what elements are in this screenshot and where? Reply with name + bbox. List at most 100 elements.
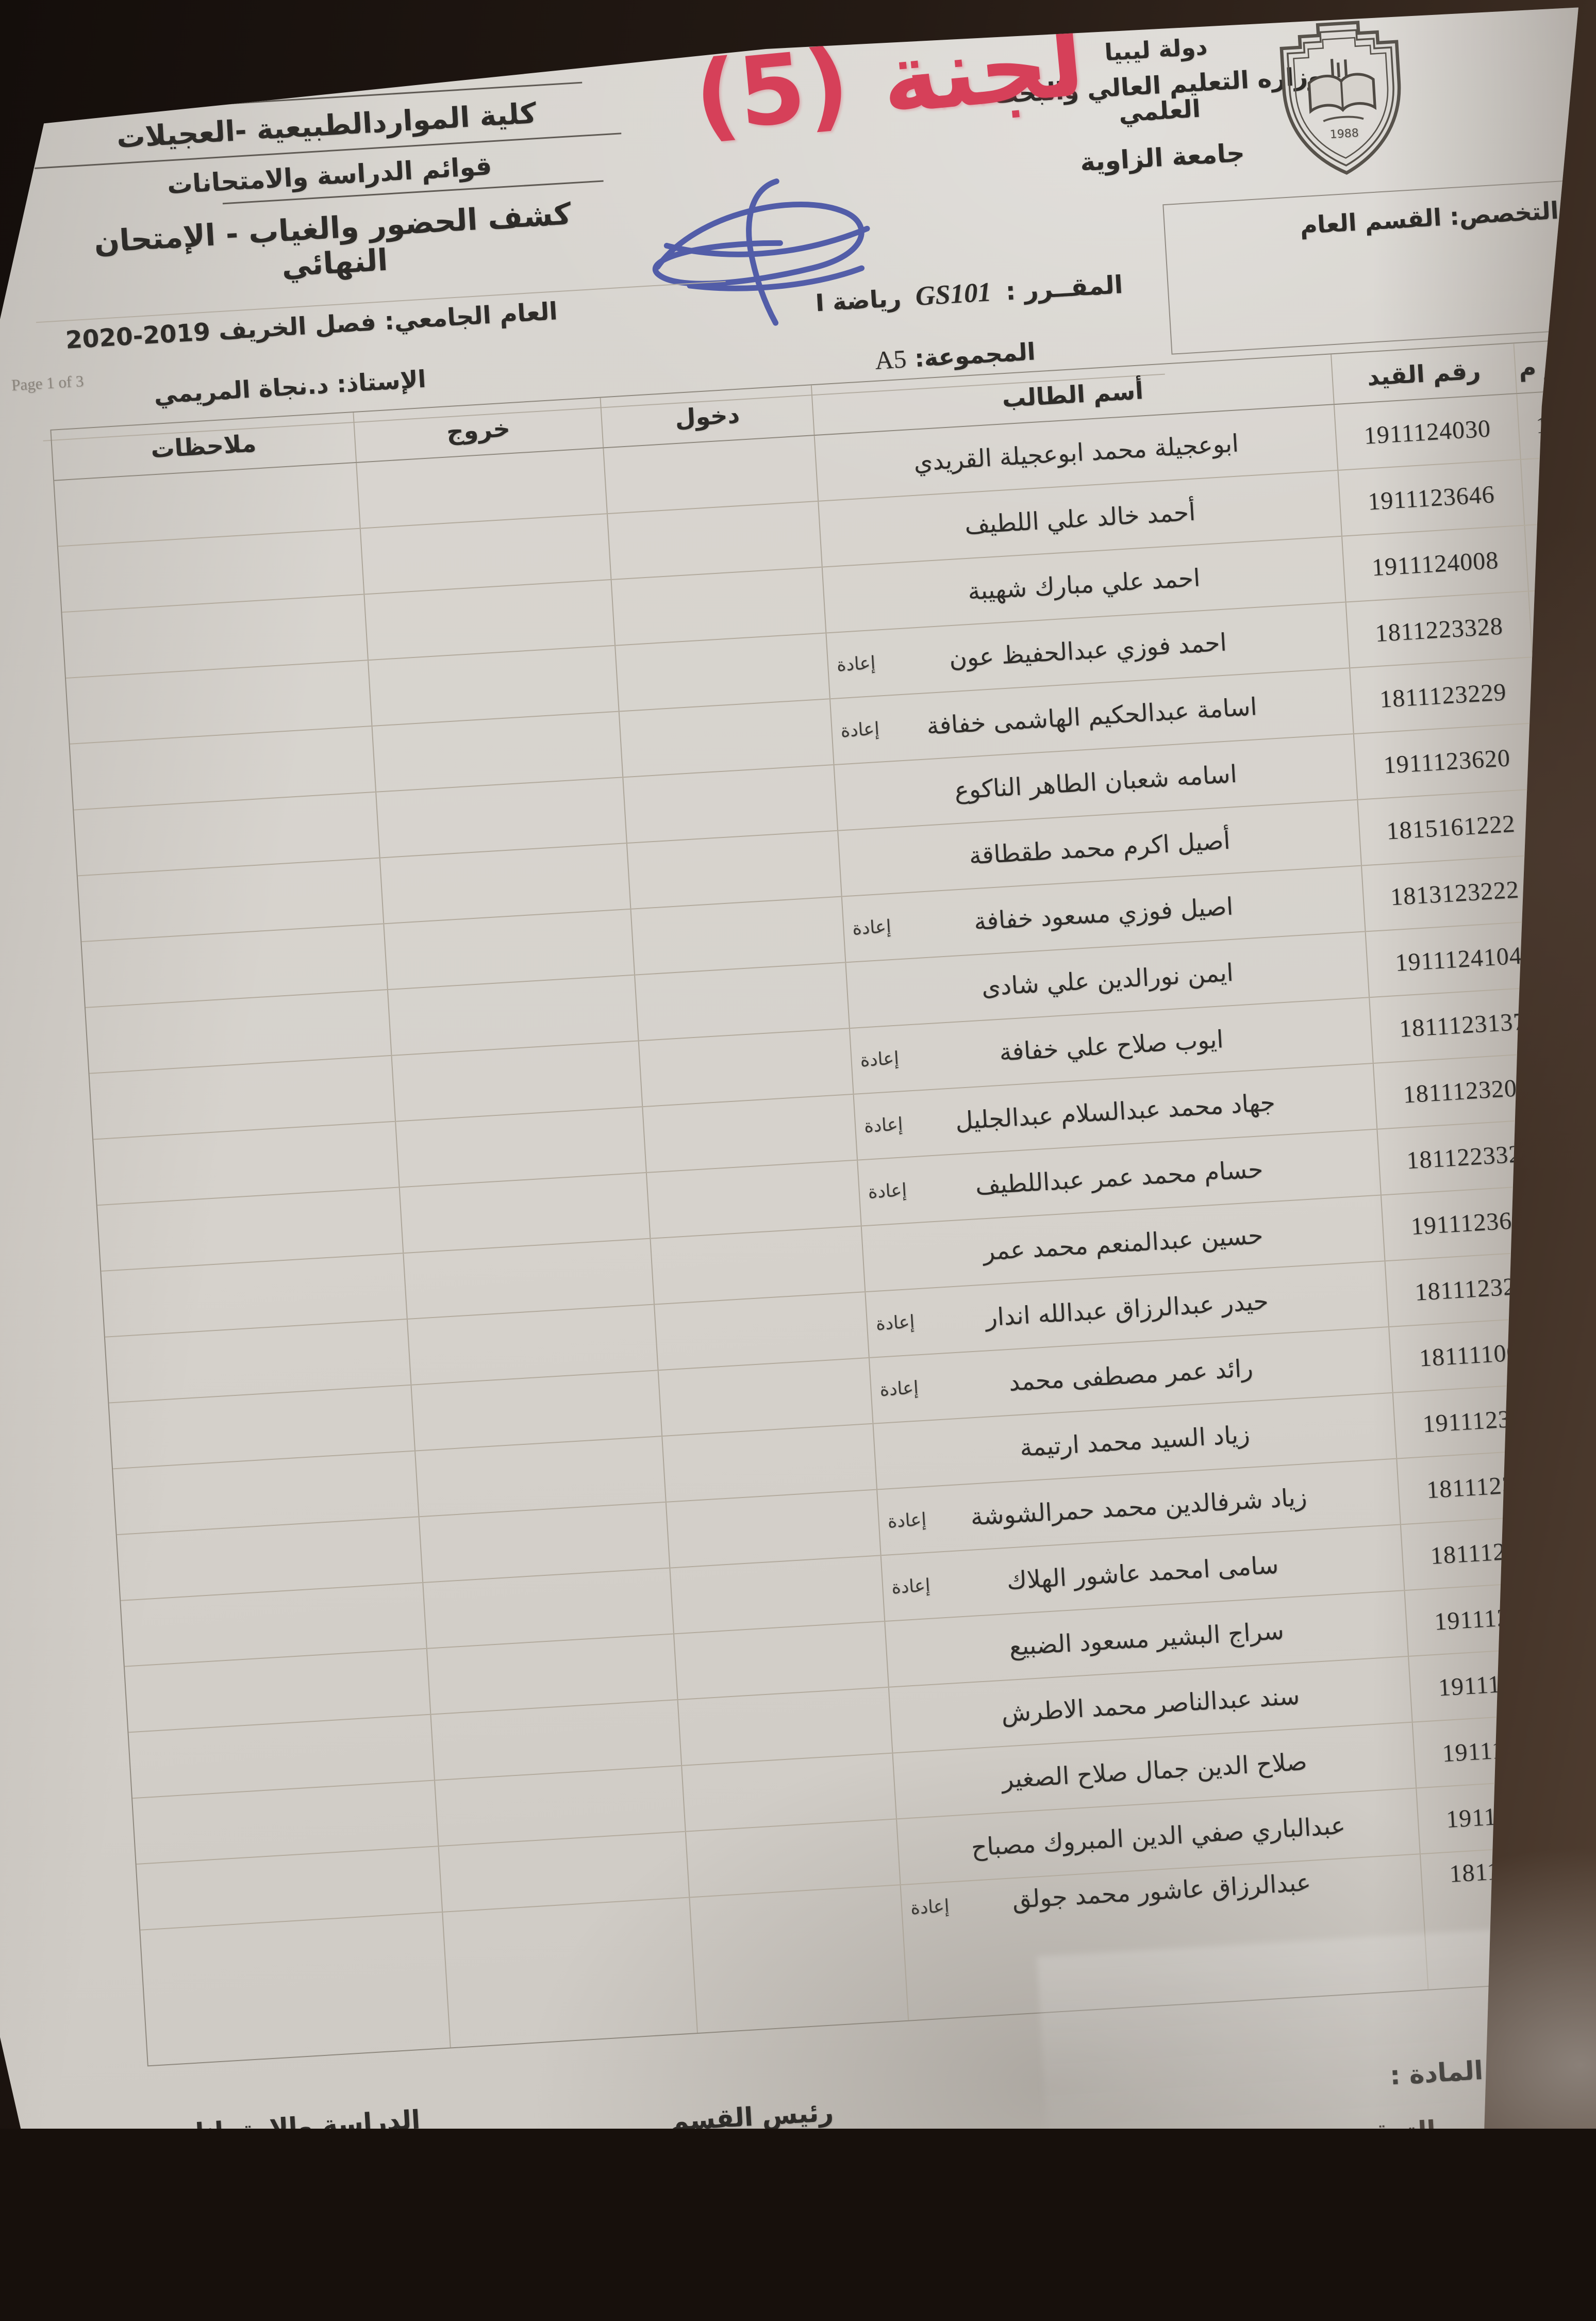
entry-cell [626,831,841,909]
entry-cell [638,1029,853,1107]
registration-number: 1911124103 [1411,1711,1578,1788]
entry-cell [610,567,826,645]
registration-number: 1911123620 [1353,723,1540,799]
page-indicator: Page 1 of 3 [11,372,85,394]
attendance-table: ر م رقم القيد أسم الطالب دخول خروج ملاحظ… [50,339,1596,2067]
repeat-badge: إعادة [863,1114,904,1137]
photo-of-document: { "page": { "label": "Page 1 of 3" }, "l… [0,0,1596,2129]
student-name: سامى امحمد عاشور الهلاك [1006,1551,1279,1595]
registration-number: 1811123209 [1372,1052,1559,1129]
student-name: سراج البشير مسعود الضبيع [1008,1616,1285,1661]
row-number: 4 [1528,589,1578,657]
student-name: صلاح الدين جمال صلاح الصغير [1001,1747,1308,1794]
repeat-badge: إعادة [875,1311,916,1335]
row-number: 16 [1575,1379,1578,1447]
entry-cell [677,1687,892,1765]
specialization: التخصص: القسم العام [1299,196,1559,240]
entry-cell [681,1753,896,1831]
column-header-number: ر م [1513,341,1562,393]
student-name: اصيل فوزي مسعود خفافة [973,892,1234,936]
row-number: 13 [1563,1182,1578,1250]
repeat-badge: إعادة [840,718,880,742]
registration-number: 1911124104 [1365,921,1552,997]
row-number: 12 [1559,1116,1578,1184]
row-number: 1 [1516,391,1567,459]
entry-cell [689,1885,908,2033]
entry-cell [603,436,818,514]
entry-cell [645,1160,861,1238]
entry-cell [618,699,834,777]
department-head-label: رئيس القسم [669,2097,835,2137]
entry-cell [606,501,822,580]
course-code: GS101 [915,277,992,311]
student-name: أحمد خالد علي اللطيف [963,498,1196,540]
column-header-registration: رقم القيد [1331,343,1517,404]
student-name: سند عبدالناصر محمد الاطرش [1000,1682,1301,1728]
entry-cell [657,1358,873,1436]
exit-cell [442,1898,697,2048]
row-number: 14 [1567,1247,1578,1316]
registration-number: 1815161222 [1357,789,1544,865]
student-name: زياد شرفالدين محمد حمرالشوشة [970,1483,1308,1532]
repeat-badge: إعادة [887,1509,927,1533]
repeat-badge: إعادة [910,1896,950,1919]
entry-cell [630,897,845,975]
repeat-badge: إعادة [879,1377,919,1401]
entry-cell [634,963,849,1041]
row-number: 11 [1555,1050,1578,1118]
registration-number: 1811123229 [1349,657,1536,734]
entry-cell [622,765,838,843]
row-number: 20 [1590,1643,1596,1711]
form-header: كلية المواردالطبيعية -العجيلات قوائم الد… [31,79,629,298]
row-number: 19 [1587,1577,1596,1645]
registration-number: 1811223328 [1345,591,1532,668]
row-number: 10 [1551,984,1578,1052]
specialization-box: التخصص: القسم العام [1162,179,1578,355]
registration-number: 1911123609 [1380,1184,1567,1261]
entry-cell [673,1622,888,1700]
student-name: عبدالباري صفي الدين المبروك مصباح [970,1811,1346,1862]
entry-cell [614,633,829,711]
row-number: 2 [1520,457,1571,525]
student-name: ايوب صلاح علي خفافة [998,1025,1224,1067]
repeat-badge: إعادة [859,1048,900,1071]
photo-background: دولة ليبيا وزاره التعليم العالي والبحث ا… [0,0,1596,2129]
student-rows: 1 1911124030 ابوعجيلة محمد ابوعجيلة القر… [54,391,1596,2065]
entry-cell [654,1292,869,1370]
registration-number: 1911123646 [1337,459,1524,536]
registration-number: 1911123544 [1392,1382,1578,1458]
student-name: زياد السيد محمد ارتيمة [1019,1420,1251,1462]
registration-number: 1813123222 [1361,855,1548,931]
student-name: جهاد محمد عبدالسلام عبدالجليل [954,1088,1276,1135]
study-exams-label: الدراسة والامتحانات [169,2104,421,2150]
registration-number: 1811223326 [1376,1118,1564,1195]
row-number: 18 [1583,1511,1596,1579]
student-name: ايمن نورالدين علي شادى [980,958,1234,1002]
group-label: المجموعة: [913,337,1036,373]
student-name: اسامه شعبان الطاهر الناكوع [954,760,1238,805]
document-content: دولة ليبيا وزاره التعليم العالي والبحث ا… [11,7,1596,2150]
registration-number: 1811123137 [1369,987,1556,1063]
entry-cell [665,1490,880,1568]
repeat-badge: إعادة [891,1575,931,1599]
paper-light-band [1037,1923,1578,2129]
group-line: المجموعة: A5 [874,336,1036,375]
row-number: 7 [1539,786,1578,854]
student-name: احمد علي مبارك شهيبة [967,563,1201,606]
student-name: ابوعجيلة محمد ابوعجيلة القريدي [912,429,1240,477]
logo-year: 1988 [1329,126,1359,141]
course-label: المقــرر : [1005,270,1124,306]
registration-number: 1911123657 [1408,1645,1578,1722]
registration-number: 1811123138 [1400,1514,1578,1590]
pen-scribble-icon [652,178,870,326]
registration-number: 1911123722 [1404,1580,1578,1656]
student-name: حسين عبدالمنعم محمد عمر [982,1221,1264,1266]
repeat-badge: إعادة [852,916,892,940]
row-number: 6 [1536,720,1578,788]
registration-number: 1811110079 [1388,1316,1575,1392]
course-title: رياضة I [814,284,902,317]
entry-cell [669,1556,885,1634]
registration-number: 1911123737 [1416,1777,1578,1854]
repeat-badge: إعادة [867,1180,908,1203]
student-name: حسام محمد عمر عبداللطيف [974,1155,1264,1200]
